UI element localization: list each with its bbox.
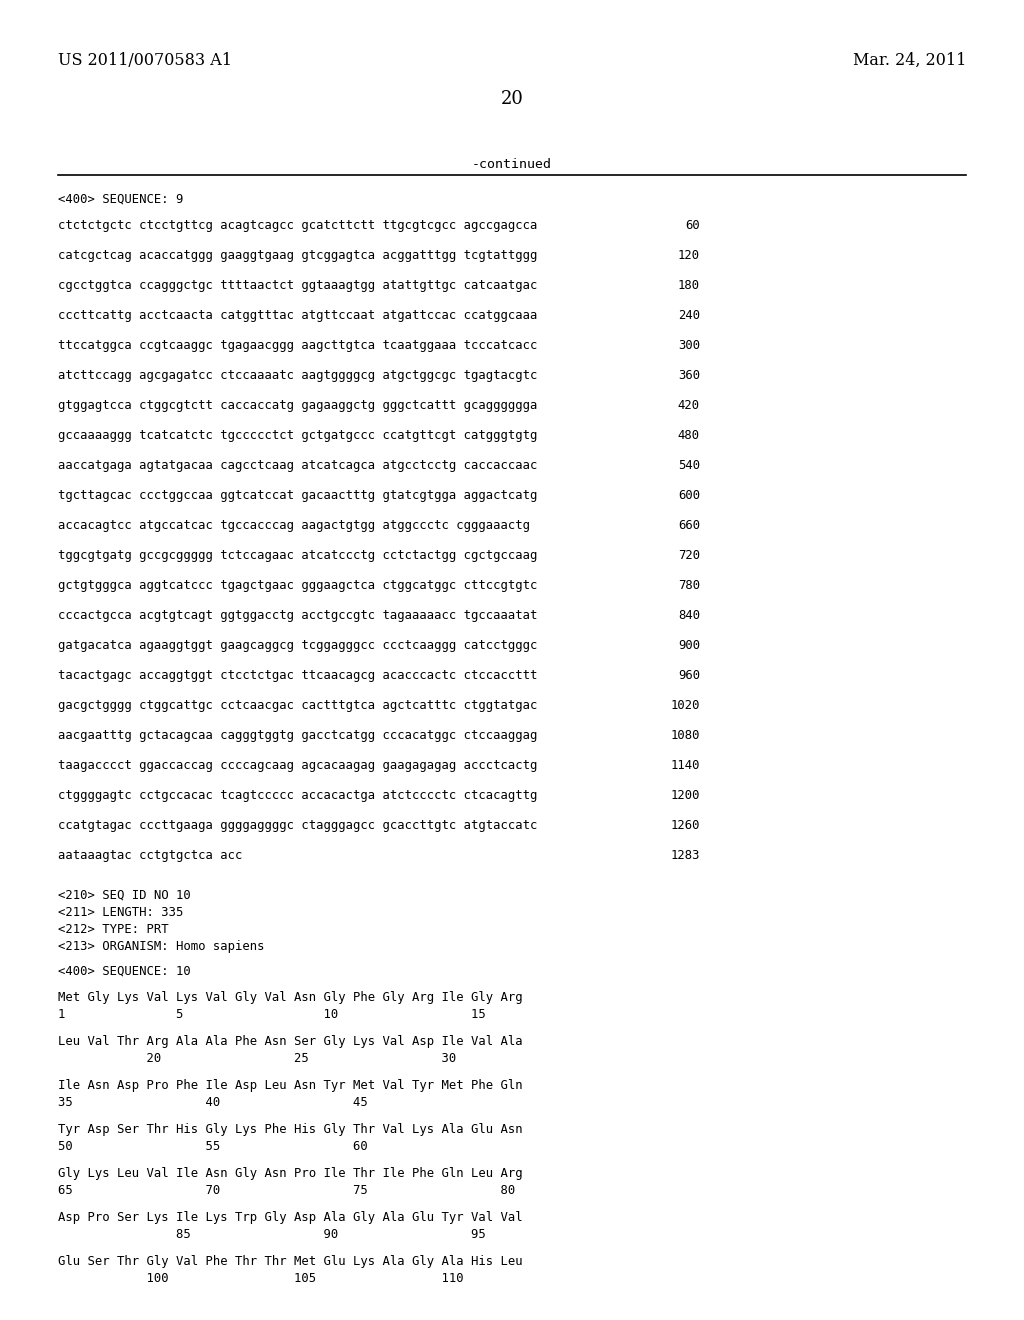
Text: ttccatggca ccgtcaaggc tgagaacggg aagcttgtca tcaatggaaa tcccatcacc: ttccatggca ccgtcaaggc tgagaacggg aagcttg… — [58, 339, 538, 352]
Text: gacgctgggg ctggcattgc cctcaacgac cactttgtca agctcatttc ctggtatgac: gacgctgggg ctggcattgc cctcaacgac cactttg… — [58, 700, 538, 711]
Text: 240: 240 — [678, 309, 700, 322]
Text: <400> SEQUENCE: 10: <400> SEQUENCE: 10 — [58, 965, 190, 978]
Text: Mar. 24, 2011: Mar. 24, 2011 — [853, 51, 966, 69]
Text: tacactgagc accaggtggt ctcctctgac ttcaacagcg acacccactc ctccaccttt: tacactgagc accaggtggt ctcctctgac ttcaaca… — [58, 669, 538, 682]
Text: <400> SEQUENCE: 9: <400> SEQUENCE: 9 — [58, 193, 183, 206]
Text: 180: 180 — [678, 279, 700, 292]
Text: 35                  40                  45: 35 40 45 — [58, 1096, 368, 1109]
Text: Ile Asn Asp Pro Phe Ile Asp Leu Asn Tyr Met Val Tyr Met Phe Gln: Ile Asn Asp Pro Phe Ile Asp Leu Asn Tyr … — [58, 1078, 522, 1092]
Text: -continued: -continued — [472, 158, 552, 172]
Text: accacagtcc atgccatcac tgccacccag aagactgtgg atggccctc cgggaaactg: accacagtcc atgccatcac tgccacccag aagactg… — [58, 519, 530, 532]
Text: 20                  25                  30: 20 25 30 — [58, 1052, 457, 1065]
Text: 1283: 1283 — [671, 849, 700, 862]
Text: catcgctcag acaccatggg gaaggtgaag gtcggagtca acggatttgg tcgtattggg: catcgctcag acaccatggg gaaggtgaag gtcggag… — [58, 249, 538, 261]
Text: 300: 300 — [678, 339, 700, 352]
Text: <211> LENGTH: 335: <211> LENGTH: 335 — [58, 906, 183, 919]
Text: 1080: 1080 — [671, 729, 700, 742]
Text: 360: 360 — [678, 370, 700, 381]
Text: ctggggagtc cctgccacac tcagtccccc accacactga atctcccctc ctcacagttg: ctggggagtc cctgccacac tcagtccccc accacac… — [58, 789, 538, 803]
Text: aataaagtac cctgtgctca acc: aataaagtac cctgtgctca acc — [58, 849, 243, 862]
Text: 50                  55                  60: 50 55 60 — [58, 1140, 368, 1152]
Text: 85                  90                  95: 85 90 95 — [58, 1228, 485, 1241]
Text: ccatgtagac cccttgaaga ggggaggggc ctagggagcc gcaccttgtc atgtaccatc: ccatgtagac cccttgaaga ggggaggggc ctaggga… — [58, 818, 538, 832]
Text: Gly Lys Leu Val Ile Asn Gly Asn Pro Ile Thr Ile Phe Gln Leu Arg: Gly Lys Leu Val Ile Asn Gly Asn Pro Ile … — [58, 1167, 522, 1180]
Text: 480: 480 — [678, 429, 700, 442]
Text: 65                  70                  75                  80: 65 70 75 80 — [58, 1184, 515, 1197]
Text: cgcctggtca ccagggctgc ttttaactct ggtaaagtgg atattgttgc catcaatgac: cgcctggtca ccagggctgc ttttaactct ggtaaag… — [58, 279, 538, 292]
Text: 720: 720 — [678, 549, 700, 562]
Text: cccactgcca acgtgtcagt ggtggacctg acctgccgtc tagaaaaacc tgccaaatat: cccactgcca acgtgtcagt ggtggacctg acctgcc… — [58, 609, 538, 622]
Text: 660: 660 — [678, 519, 700, 532]
Text: 120: 120 — [678, 249, 700, 261]
Text: 900: 900 — [678, 639, 700, 652]
Text: Glu Ser Thr Gly Val Phe Thr Thr Met Glu Lys Ala Gly Ala His Leu: Glu Ser Thr Gly Val Phe Thr Thr Met Glu … — [58, 1255, 522, 1269]
Text: 1140: 1140 — [671, 759, 700, 772]
Text: 100                 105                 110: 100 105 110 — [58, 1272, 464, 1284]
Text: gctgtgggca aggtcatccc tgagctgaac gggaagctca ctggcatggc cttccgtgtc: gctgtgggca aggtcatccc tgagctgaac gggaagc… — [58, 579, 538, 591]
Text: Asp Pro Ser Lys Ile Lys Trp Gly Asp Ala Gly Ala Glu Tyr Val Val: Asp Pro Ser Lys Ile Lys Trp Gly Asp Ala … — [58, 1210, 522, 1224]
Text: tgcttagcac ccctggccaa ggtcatccat gacaactttg gtatcgtgga aggactcatg: tgcttagcac ccctggccaa ggtcatccat gacaact… — [58, 488, 538, 502]
Text: 960: 960 — [678, 669, 700, 682]
Text: 20: 20 — [501, 90, 523, 108]
Text: 600: 600 — [678, 488, 700, 502]
Text: <213> ORGANISM: Homo sapiens: <213> ORGANISM: Homo sapiens — [58, 940, 264, 953]
Text: tggcgtgatg gccgcggggg tctccagaac atcatccctg cctctactgg cgctgccaag: tggcgtgatg gccgcggggg tctccagaac atcatcc… — [58, 549, 538, 562]
Text: aaccatgaga agtatgacaa cagcctcaag atcatcagca atgcctcctg caccaccaac: aaccatgaga agtatgacaa cagcctcaag atcatca… — [58, 459, 538, 473]
Text: Tyr Asp Ser Thr His Gly Lys Phe His Gly Thr Val Lys Ala Glu Asn: Tyr Asp Ser Thr His Gly Lys Phe His Gly … — [58, 1123, 522, 1137]
Text: 1260: 1260 — [671, 818, 700, 832]
Text: gatgacatca agaaggtggt gaagcaggcg tcggagggcc ccctcaaggg catcctgggc: gatgacatca agaaggtggt gaagcaggcg tcggagg… — [58, 639, 538, 652]
Text: 1               5                   10                  15: 1 5 10 15 — [58, 1008, 485, 1020]
Text: <212> TYPE: PRT: <212> TYPE: PRT — [58, 923, 169, 936]
Text: Leu Val Thr Arg Ala Ala Phe Asn Ser Gly Lys Val Asp Ile Val Ala: Leu Val Thr Arg Ala Ala Phe Asn Ser Gly … — [58, 1035, 522, 1048]
Text: 420: 420 — [678, 399, 700, 412]
Text: 60: 60 — [685, 219, 700, 232]
Text: taagacccct ggaccaccag ccccagcaag agcacaagag gaagagagag accctcactg: taagacccct ggaccaccag ccccagcaag agcacaa… — [58, 759, 538, 772]
Text: 840: 840 — [678, 609, 700, 622]
Text: aacgaatttg gctacagcaa cagggtggtg gacctcatgg cccacatggc ctccaaggag: aacgaatttg gctacagcaa cagggtggtg gacctca… — [58, 729, 538, 742]
Text: 540: 540 — [678, 459, 700, 473]
Text: 1020: 1020 — [671, 700, 700, 711]
Text: US 2011/0070583 A1: US 2011/0070583 A1 — [58, 51, 232, 69]
Text: <210> SEQ ID NO 10: <210> SEQ ID NO 10 — [58, 888, 190, 902]
Text: gtggagtcca ctggcgtctt caccaccatg gagaaggctg gggctcattt gcagggggga: gtggagtcca ctggcgtctt caccaccatg gagaagg… — [58, 399, 538, 412]
Text: ctctctgctc ctcctgttcg acagtcagcc gcatcttctt ttgcgtcgcc agccgagcca: ctctctgctc ctcctgttcg acagtcagcc gcatctt… — [58, 219, 538, 232]
Text: cccttcattg acctcaacta catggtttac atgttccaat atgattccac ccatggcaaa: cccttcattg acctcaacta catggtttac atgttcc… — [58, 309, 538, 322]
Text: atcttccagg agcgagatcc ctccaaaatc aagtggggcg atgctggcgc tgagtacgtc: atcttccagg agcgagatcc ctccaaaatc aagtggg… — [58, 370, 538, 381]
Text: 780: 780 — [678, 579, 700, 591]
Text: 1200: 1200 — [671, 789, 700, 803]
Text: Met Gly Lys Val Lys Val Gly Val Asn Gly Phe Gly Arg Ile Gly Arg: Met Gly Lys Val Lys Val Gly Val Asn Gly … — [58, 991, 522, 1005]
Text: gccaaaaggg tcatcatctc tgccccctct gctgatgccc ccatgttcgt catgggtgtg: gccaaaaggg tcatcatctc tgccccctct gctgatg… — [58, 429, 538, 442]
